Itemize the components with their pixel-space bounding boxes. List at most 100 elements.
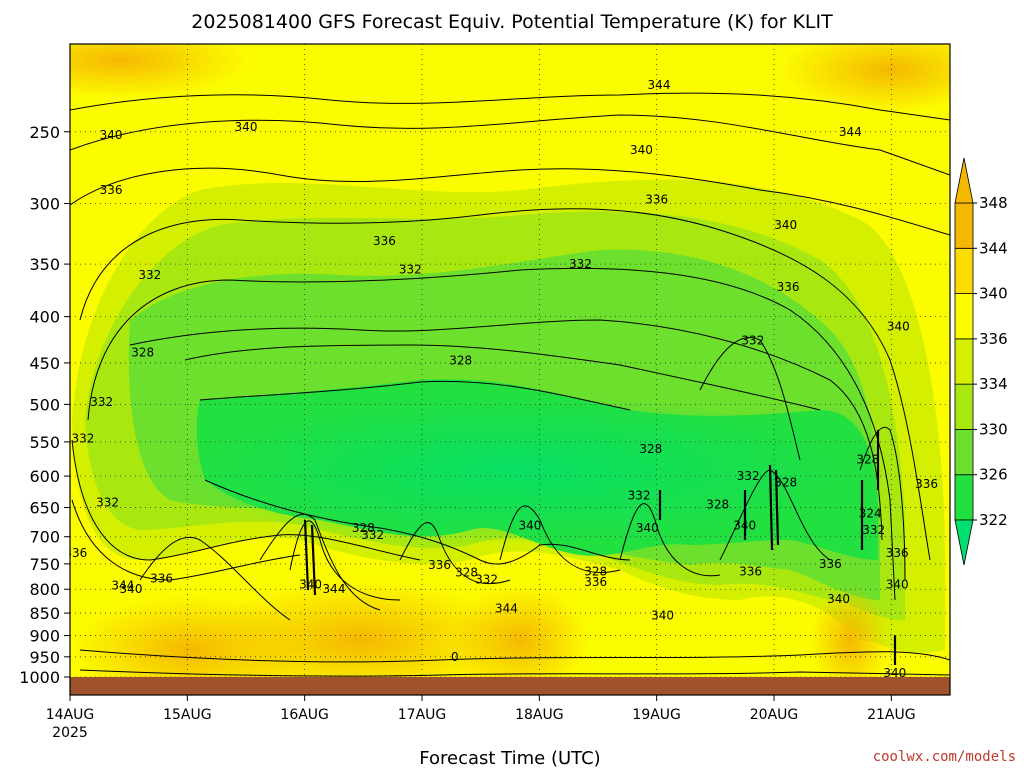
contour-line <box>70 114 950 176</box>
colorbar-tick-label: 336 <box>979 330 1008 348</box>
contour-label: 328 <box>706 498 729 512</box>
y-tick-label: 500 <box>29 395 60 414</box>
colorbar-tick-label: 326 <box>979 466 1008 484</box>
contour-line <box>774 469 780 546</box>
contour-label: 340 <box>733 518 756 532</box>
colorbar-tick-label: 322 <box>979 511 1008 529</box>
y-tick-label: 600 <box>29 467 60 486</box>
contour-label: 328 <box>131 345 154 359</box>
chart-title: 2025081400 GFS Forecast Equiv. Potential… <box>191 11 833 33</box>
contour-line <box>303 519 310 591</box>
field-warm-bottom-2 <box>200 580 520 695</box>
contour-label: 336 <box>645 193 668 207</box>
contour-label: 328 <box>449 353 472 367</box>
colorbar-tick-label: 340 <box>979 285 1008 303</box>
contour-label: 332 <box>569 257 592 271</box>
contour-label: 344 <box>839 125 862 139</box>
colorbar-tick-label: 348 <box>979 194 1008 212</box>
field-warm-top-right <box>780 44 950 112</box>
contour-label: 332 <box>741 333 764 347</box>
contour-label: 328 <box>639 442 662 456</box>
contour-label: 344 <box>495 601 518 615</box>
y-tick-label: 650 <box>29 499 60 518</box>
contour-line <box>204 479 631 565</box>
colorbar: 322 326 330 334 336 340 344 348 <box>954 157 1008 566</box>
x-tick-label: 16AUG <box>280 707 329 723</box>
contour-label: 332 <box>96 496 119 510</box>
contour-label: 340 <box>299 577 322 591</box>
contour-line <box>859 427 906 581</box>
colorbar-segment <box>954 202 974 249</box>
colorbar-extend-max <box>954 157 974 204</box>
contour-label: 328 <box>774 476 797 490</box>
plot-frame <box>69 43 951 696</box>
contour-lines <box>70 92 950 677</box>
contour-label: 332 <box>737 469 760 483</box>
y-tick-label: 800 <box>29 580 60 599</box>
contour-label: 340 <box>883 666 906 680</box>
y-axis: 250 300 350 400 450 500 550 600 650 700 750 800 850 9… <box>19 123 70 687</box>
contour-label: 336 <box>428 558 451 572</box>
contour-label: 328 <box>352 521 375 535</box>
contour-label: 340 <box>651 608 674 622</box>
contour-line <box>71 439 421 561</box>
y-tick-label: 350 <box>29 255 60 274</box>
contour-label: 340 <box>887 319 910 333</box>
colorbar-segment <box>954 429 974 476</box>
contour-line <box>289 520 401 601</box>
contour-label: 336 <box>739 565 762 579</box>
contour-label: 332 <box>138 268 161 282</box>
contour-line <box>619 503 721 577</box>
contour-label: 340 <box>827 592 850 606</box>
y-tick-label: 550 <box>29 433 60 452</box>
y-tick-label: 250 <box>29 123 60 142</box>
field-warm-bottom-4 <box>810 585 890 695</box>
contour-label: 340 <box>630 143 653 157</box>
contour-line <box>87 267 896 601</box>
x-tick-label: 14AUG <box>46 707 95 723</box>
contour-label: 328 <box>455 566 478 580</box>
colorbar-segment <box>954 247 974 294</box>
contour-line <box>79 669 950 677</box>
contour-line <box>310 524 317 596</box>
contour-label: 328 <box>584 565 607 579</box>
contour-line <box>129 319 883 541</box>
x-axis-label: Forecast Time (UTC) <box>419 748 600 768</box>
contour-line <box>184 344 821 411</box>
field-warm-bottom-3 <box>450 585 590 695</box>
y-tick-label: 750 <box>29 555 60 574</box>
colorbar-extend-min <box>954 519 974 566</box>
contour-line <box>79 208 931 561</box>
contour-label: 332 <box>90 395 113 409</box>
y-tick-label: 950 <box>29 648 60 667</box>
contour-label: 332 <box>361 528 384 542</box>
contour-line <box>70 92 950 121</box>
colorbar-tick-label: 334 <box>979 375 1008 393</box>
contour-line <box>259 513 381 611</box>
y-tick-label: 900 <box>29 627 60 646</box>
contour-line <box>70 167 950 236</box>
contour-label: 336 <box>150 571 173 585</box>
contour-label: 340 <box>886 577 909 591</box>
y-tick-label: 700 <box>29 528 60 547</box>
x-tick-label: 15AUG <box>163 707 212 723</box>
contour-label: 332 <box>71 431 94 445</box>
contour-label: 336 <box>373 234 396 248</box>
contour-label: 0 <box>451 650 459 664</box>
contour-label: 328 <box>856 452 879 466</box>
contour-label: 344 <box>648 78 671 92</box>
colorbar-tick-label: 344 <box>979 239 1008 257</box>
contour-line <box>768 464 774 551</box>
y-tick-label: 400 <box>29 308 60 327</box>
y-tick-label: 300 <box>29 194 60 213</box>
contour-label: 332 <box>862 523 885 537</box>
contour-label: 336 <box>100 183 123 197</box>
contour-label: 336 <box>584 575 607 589</box>
contour-label: 340 <box>235 120 258 134</box>
contour-label: 324 <box>859 507 882 521</box>
contour-label: 332 <box>399 263 422 277</box>
y-tick-label: 850 <box>29 604 60 623</box>
